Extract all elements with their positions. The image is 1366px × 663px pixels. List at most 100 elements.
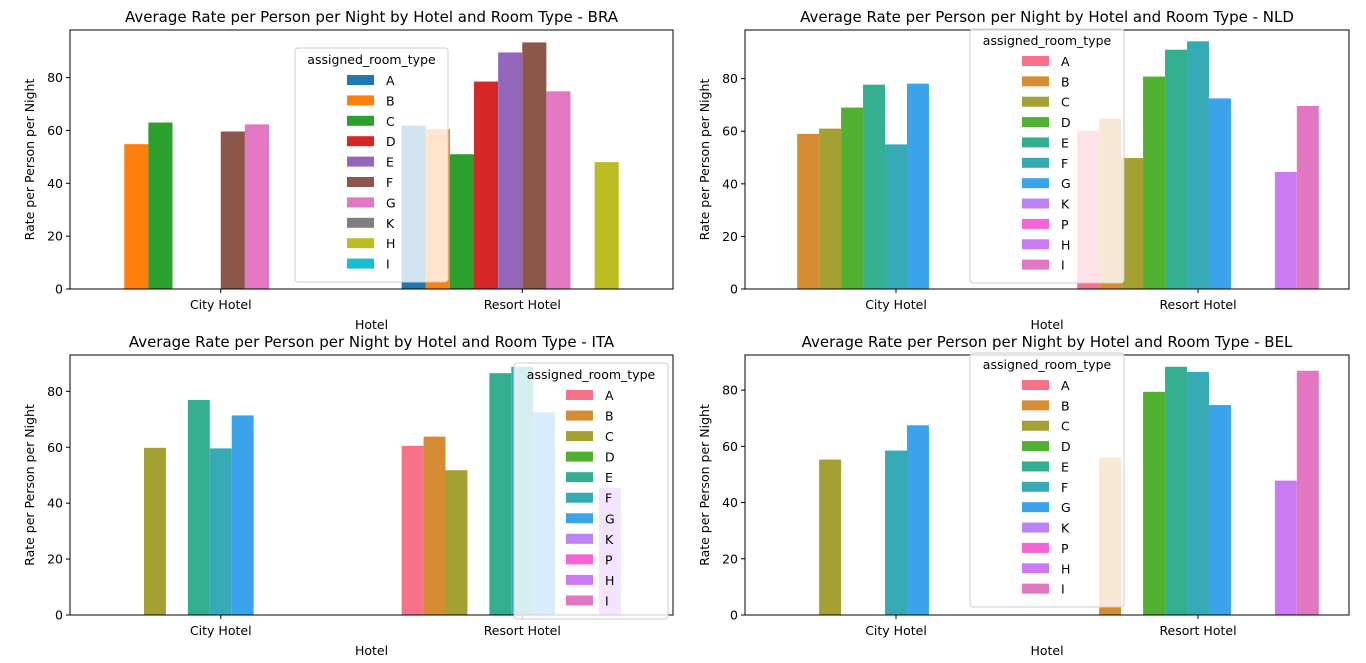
chart-title: Average Rate per Person per Night by Hot… [129,333,615,351]
legend-label-H: H [605,573,614,588]
bar-I-resort-hotel [1296,105,1319,290]
bar-E-city-hotel [863,84,886,289]
bar-F-resort-hotel [1187,41,1209,290]
bar-D-resort-hotel [1143,391,1166,615]
y-tick-label: 80 [722,383,738,398]
legend-label-D: D [386,134,396,149]
x-axis-label: Hotel [355,643,388,658]
bar-G-city-hotel [906,425,929,615]
legend-label-H: H [1061,237,1070,252]
legend-swatch-B [1022,400,1049,411]
y-tick-label: 40 [47,496,63,511]
legend-title: assigned_room_type [983,357,1112,372]
bar-B-city-hotel [124,144,149,289]
chart-title: Average Rate per Person per Night by Hot… [125,8,619,26]
y-tick-label: 0 [55,608,63,623]
y-tick-label: 80 [722,71,738,86]
legend-label-F: F [605,491,612,506]
legend-label-P: P [1061,217,1069,232]
legend-swatch-D [566,451,593,462]
y-tick-label: 0 [55,282,63,297]
legend-label-E: E [386,155,394,170]
legend-swatch-I [1022,583,1049,594]
legend-swatch-K [566,533,593,544]
chart-title: Average Rate per Person per Night by Hot… [802,333,1293,351]
bar-C-resort-hotel [445,470,468,615]
legend-swatch-G [347,197,374,208]
legend-label-B: B [386,93,395,108]
x-axis-label: Hotel [1030,643,1063,658]
legend-swatch-K [1022,522,1049,533]
y-tick-label: 20 [47,229,63,244]
bar-G-city-hotel [906,83,929,289]
legend-swatch-D [1022,441,1049,452]
legend-label-I: I [1061,582,1065,597]
y-tick-label: 40 [722,495,738,510]
y-axis-label: Rate per Person per Night [22,79,37,241]
y-tick-label: 40 [47,176,63,191]
chart-panel-3: 0 20 40 60 80 City Hotel Resort Hotel Hotel Rate… [697,333,1350,658]
legend-swatch-H [1022,239,1049,250]
legend-label-P: P [605,552,613,567]
bar-G-city-hotel [231,415,254,615]
legend-label-I: I [605,593,609,608]
bar-C-city-hotel [148,122,173,289]
legend-label-C: C [1061,419,1070,434]
legend-swatch-D [1022,117,1049,128]
legend-swatch-A [1022,56,1049,66]
chart-title: Average Rate per Person per Night by Hot… [800,8,1294,26]
bar-H-resort-hotel [1274,171,1297,289]
legend-swatch-A [566,390,593,400]
y-tick-label: 80 [47,384,63,399]
bar-E-resort-hotel [498,52,523,290]
bar-C-city-hotel [819,128,842,289]
bar-G-resort-hotel [1208,98,1231,290]
bar-E-resort-hotel [489,373,512,615]
y-tick-label: 0 [730,282,738,297]
legend-swatch-C [347,115,374,126]
legend-swatch-D [347,136,374,147]
legend-label-K: K [1061,521,1070,536]
y-tick-label: 20 [722,229,738,244]
legend-label-E: E [605,470,613,485]
bar-F-city-hotel [209,448,232,615]
y-tick-label: 20 [722,551,738,566]
legend-label-G: G [1061,500,1071,515]
bar-B-resort-hotel [423,436,446,615]
bar-D-resort-hotel [474,81,499,289]
y-tick-label: 80 [47,70,63,85]
legend-swatch-B [566,410,593,421]
bar-A-resort-hotel [401,445,424,615]
legend-label-H: H [386,236,395,251]
legend-label-C: C [605,429,614,444]
x-axis-label: Hotel [1030,317,1063,332]
legend-label-I: I [386,257,390,272]
y-tick-label: 60 [722,439,738,454]
legend-label-G: G [605,511,615,526]
legend-swatch-C [1022,96,1049,107]
legend-swatch-E [347,156,374,167]
legend-title: assigned_room_type [527,367,656,382]
legend-box [969,352,1125,608]
bar-E-city-hotel [187,400,210,615]
legend-swatch-E [1022,461,1049,472]
legend-label-F: F [1061,156,1068,171]
legend-label-G: G [1061,176,1071,191]
chart-panel-2: 0 20 40 60 80 City Hotel Resort Hotel Hotel Rate… [22,333,674,658]
chart-panel-1: 0 20 40 60 80 City Hotel Resort Hotel Hotel Rate… [697,8,1350,332]
x-tick-label: City Hotel [865,297,927,312]
bar-G-resort-hotel [1208,405,1231,615]
legend-swatch-A [347,75,374,85]
bar-C-resort-hotel [449,154,475,289]
legend-swatch-H [347,238,374,249]
legend-swatch-G [1022,502,1049,513]
legend-swatch-I [1022,259,1049,270]
legend-label-E: E [1061,135,1069,150]
legend-label-A: A [605,388,614,403]
bar-H-resort-hotel [1274,480,1297,615]
bar-I-resort-hotel [1296,370,1319,615]
